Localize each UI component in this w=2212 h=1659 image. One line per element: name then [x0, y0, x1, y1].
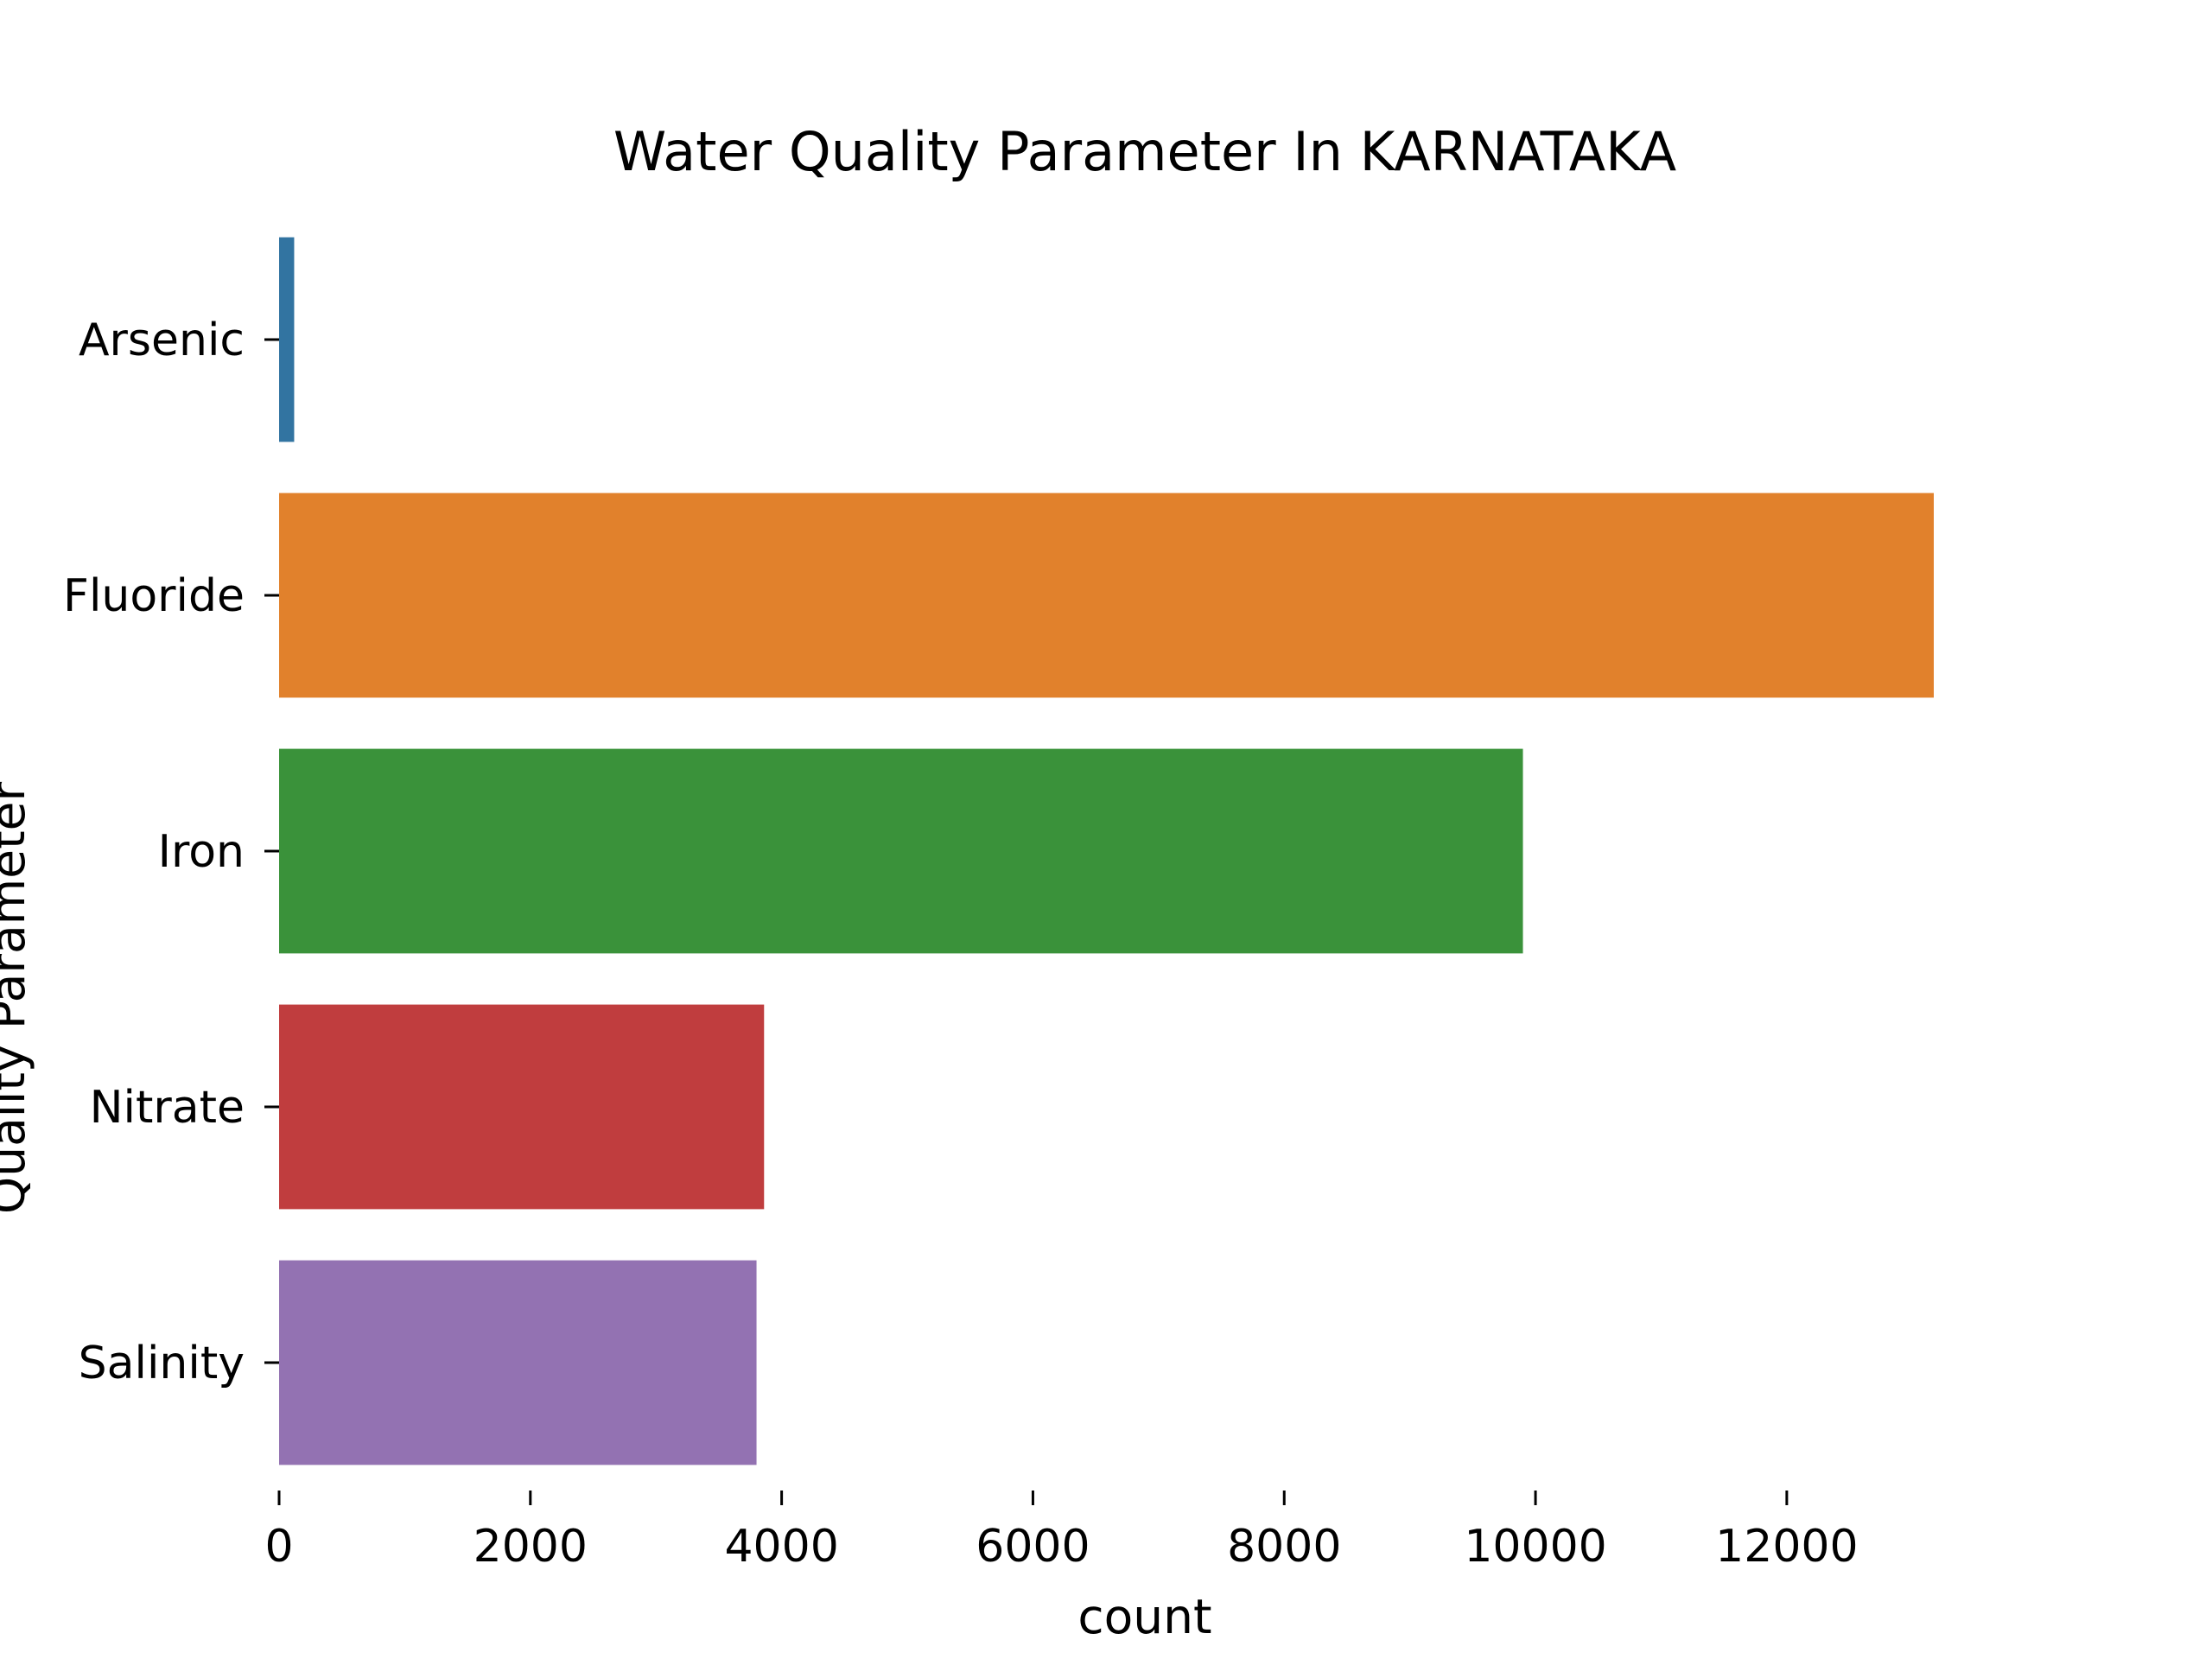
x-tick-label: 8000	[1227, 1521, 1341, 1573]
x-tick-label: 6000	[976, 1521, 1090, 1573]
y-tick-label: Fluoride	[63, 570, 245, 622]
x-tick-label: 2000	[474, 1521, 588, 1573]
y-axis-label: Quality Parameter	[0, 782, 35, 1215]
chart-title: Water Quality Parameter In KARNATAKA	[613, 120, 1676, 183]
y-tick-label: Salinity	[79, 1338, 245, 1389]
x-tick-label: 0	[264, 1521, 293, 1573]
bar-nitrate	[279, 1004, 765, 1210]
y-tick-label: Arsenic	[79, 315, 245, 366]
x-tick-label: 12000	[1715, 1521, 1858, 1573]
x-axis-ticks: 0 2000 4000 6000 8000 10000 12000	[264, 1491, 1859, 1573]
bars-group	[279, 237, 1934, 1465]
y-axis-ticks: Arsenic Fluoride Iron Nitrate Salinity	[63, 315, 279, 1389]
y-tick-label: Nitrate	[90, 1082, 245, 1134]
x-axis-label: count	[1077, 1589, 1211, 1644]
x-tick-label: 4000	[724, 1521, 838, 1573]
bar-salinity	[279, 1260, 757, 1465]
bar-arsenic	[279, 237, 295, 442]
bar-fluoride	[279, 493, 1934, 698]
y-tick-label: Iron	[158, 826, 245, 878]
bar-iron	[279, 748, 1523, 954]
x-tick-label: 10000	[1464, 1521, 1606, 1573]
